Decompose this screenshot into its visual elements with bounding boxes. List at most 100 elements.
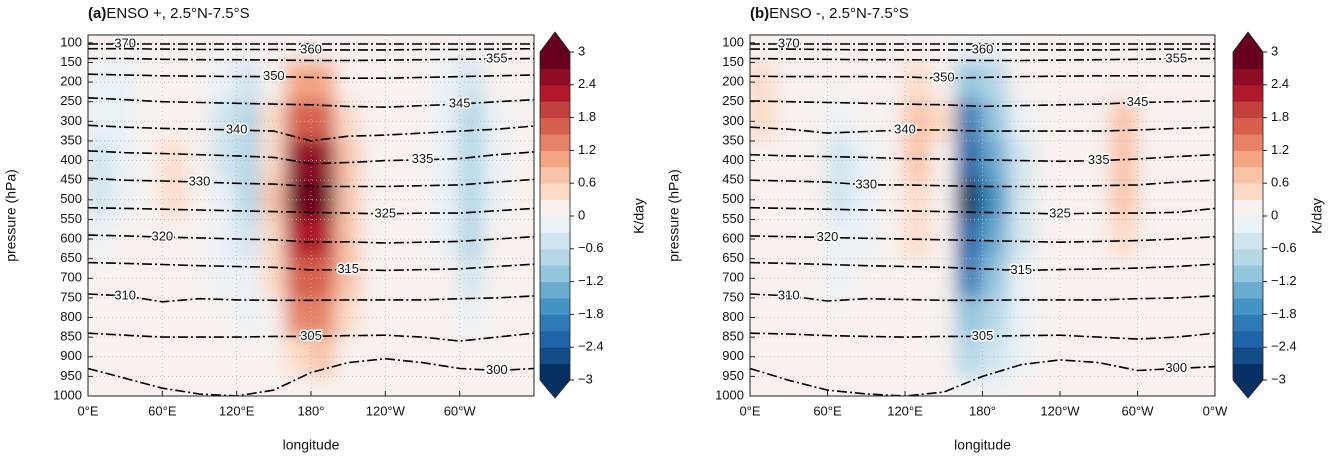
colorbar-swatch — [1233, 248, 1263, 266]
field-cell — [904, 375, 932, 396]
contour-label: 325 — [374, 205, 396, 220]
field-cell — [285, 296, 312, 339]
field-cell — [826, 375, 855, 396]
contour-line — [750, 261, 1215, 272]
colorbar-swatch — [1233, 166, 1263, 184]
panel: 370 360 355 350 345 340 335 330 325 320 315 310 305 3… — [666, 5, 1325, 453]
colorbar-swatch — [540, 117, 570, 135]
field-cell — [1084, 375, 1113, 396]
colorbar-label: K/day — [1309, 198, 1325, 234]
x-tick-label: 120°E — [887, 403, 923, 418]
colorbar-swatch — [540, 248, 570, 266]
contour-label: 335 — [412, 151, 434, 166]
y-tick-label: 400 — [722, 152, 744, 167]
colorbar-swatch — [1233, 314, 1263, 332]
field-cell — [750, 375, 777, 396]
contour-label: 310 — [778, 287, 800, 302]
field-cell — [826, 61, 855, 103]
field-cell — [161, 296, 189, 339]
field-cell — [955, 375, 984, 396]
colorbar-swatch — [1233, 150, 1263, 168]
colorbar-swatch — [1233, 298, 1263, 315]
field-cell — [334, 375, 362, 396]
colorbar-swatch — [540, 183, 570, 201]
colorbar-swatch — [1233, 117, 1263, 135]
field-cell — [955, 179, 984, 221]
colorbar-swatch — [540, 84, 570, 102]
contour-label: 305 — [972, 328, 994, 343]
contour-line — [88, 293, 534, 303]
colorbar-extend-low — [1233, 380, 1263, 398]
field-cell — [826, 139, 855, 182]
field-cell — [409, 296, 436, 339]
field-cell — [409, 100, 436, 142]
contour-line — [750, 57, 1215, 62]
colorbar-swatch — [540, 347, 570, 365]
y-tick-label: 650 — [60, 250, 82, 265]
contour-line — [88, 73, 534, 79]
field-cell — [235, 61, 263, 103]
colorbar-swatch — [1233, 101, 1263, 119]
colorbar-swatch — [1233, 265, 1263, 283]
field-cell — [111, 296, 139, 339]
field-cell — [904, 139, 932, 182]
y-tick-label: 800 — [722, 309, 744, 324]
field-cell — [904, 336, 932, 378]
field-cell — [409, 375, 436, 396]
colorbar-swatch — [1233, 216, 1263, 233]
field-cell — [1110, 61, 1139, 103]
contour-line — [750, 235, 1215, 244]
title-text: ENSO +, 2.5°N-7.5°S — [106, 5, 249, 22]
colorbar-tick-label: 1.2 — [1271, 142, 1289, 157]
y-tick-label: 850 — [60, 329, 82, 344]
contour-line — [88, 206, 534, 215]
contour-line — [750, 179, 1215, 188]
plot-area: 370 360 355 350 345 340 335 330 325 320 315 310 305 3… — [750, 35, 1215, 396]
contour-label: 350 — [263, 68, 285, 83]
y-axis-label: pressure (hPa) — [666, 169, 682, 262]
plot-area: 370 360 355 350 345 340 335 330 325 320 315 310 305 3… — [88, 35, 534, 396]
field-cell — [1162, 375, 1191, 396]
field-cell — [161, 179, 189, 221]
field-cell — [1136, 375, 1165, 396]
field-cell — [136, 218, 164, 260]
field-cell — [774, 375, 803, 396]
field-cell — [111, 218, 139, 260]
field-cell — [1110, 296, 1139, 339]
contour-line — [750, 126, 1215, 134]
field-cell — [161, 375, 189, 396]
field-cell — [826, 296, 855, 339]
y-tick-label: 900 — [722, 348, 744, 363]
contour-line — [88, 57, 534, 62]
colorbar-tick-label: −3 — [1271, 371, 1286, 386]
colorbar-tick-label: 3 — [1271, 43, 1278, 58]
field-cell — [88, 375, 114, 396]
field-cell — [981, 218, 1010, 260]
colorbar-tick-label: 1.8 — [578, 109, 596, 124]
panel-label: (b) — [750, 5, 769, 22]
y-tick-label: 1000 — [53, 387, 82, 402]
x-tick-label: 60°E — [148, 403, 177, 418]
contour-label: 320 — [151, 229, 173, 244]
y-tick-label: 550 — [722, 211, 744, 226]
field-cell — [800, 375, 829, 396]
contour-label: 370 — [778, 35, 800, 50]
field-cell — [409, 257, 436, 299]
field-cell — [186, 375, 213, 396]
y-tick-label: 700 — [722, 270, 744, 285]
field-cell — [1059, 35, 1087, 64]
colorbar-swatch — [540, 68, 570, 86]
field-cell — [826, 179, 855, 221]
contour-label: 300 — [1165, 360, 1187, 375]
field-cell — [384, 35, 412, 64]
colorbar-tick-label: 0 — [578, 207, 585, 222]
y-tick-label: 450 — [60, 172, 82, 187]
contour-label: 355 — [1165, 50, 1187, 65]
field-cell — [981, 179, 1010, 221]
y-tick-label: 950 — [60, 368, 82, 383]
y-tick-label: 850 — [722, 329, 744, 344]
contour-label: 315 — [1010, 262, 1032, 277]
field-cell — [483, 375, 511, 396]
x-tick-label: 0°E — [77, 403, 98, 418]
field-cell — [904, 179, 932, 221]
